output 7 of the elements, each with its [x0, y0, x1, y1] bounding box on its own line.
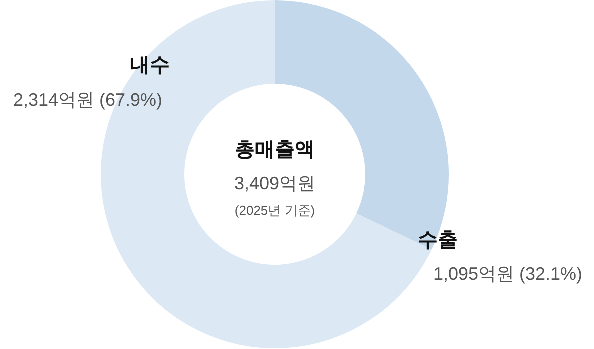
- data-label: 2,314억원 (67.9%): [13, 90, 163, 110]
- text: 3,409억원: [234, 173, 316, 194]
- text: 총매출액: [235, 139, 315, 162]
- data-label: 1,095억원 (32.1%): [433, 264, 583, 284]
- text: (2025년 기준): [234, 203, 316, 218]
- slice-label: 내수: [130, 54, 170, 77]
- slice-label: 수출: [418, 230, 458, 252]
